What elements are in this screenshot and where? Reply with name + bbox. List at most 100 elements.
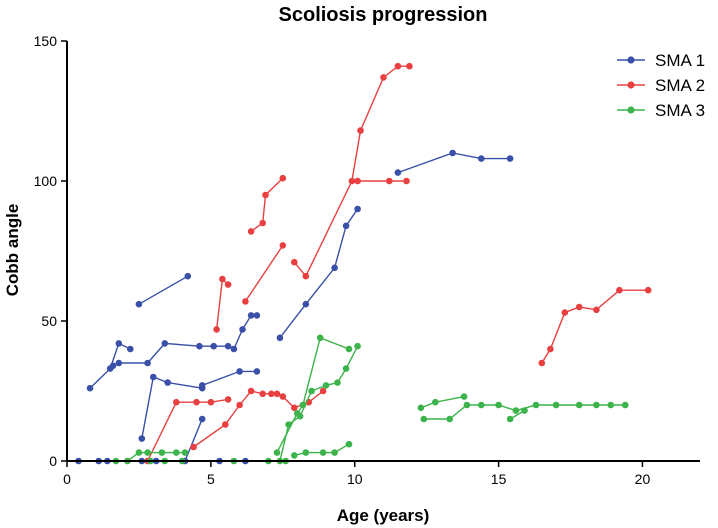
data-point-sma-1 bbox=[253, 368, 261, 375]
data-point-sma-1 bbox=[150, 373, 157, 381]
legend-item-sma-1: SMA 1 bbox=[617, 51, 705, 70]
data-point-sma-2 bbox=[394, 62, 402, 70]
data-point-sma-1 bbox=[86, 384, 94, 392]
data-point-sma-3 bbox=[495, 401, 502, 409]
data-point-sma-3 bbox=[478, 401, 485, 409]
data-point-sma-1 bbox=[161, 340, 169, 347]
x-tick-label: 20 bbox=[635, 471, 651, 487]
data-point-sma-2 bbox=[242, 298, 249, 305]
data-point-sma-2 bbox=[279, 393, 287, 400]
data-point-sma-2 bbox=[268, 390, 275, 398]
data-point-sma-3 bbox=[593, 401, 600, 409]
data-point-sma-1 bbox=[224, 342, 232, 350]
data-point-sma-1 bbox=[449, 149, 456, 157]
data-point-sma-1 bbox=[506, 155, 514, 162]
y-axis: 0 50 100 150 bbox=[34, 33, 68, 469]
data-point-sma-3 bbox=[291, 452, 298, 459]
data-point-sma-2 bbox=[386, 177, 393, 185]
legend: SMA 1 SMA 2 SMA 3 bbox=[617, 51, 705, 120]
plot-area bbox=[75, 62, 652, 465]
legend-label: SMA 3 bbox=[655, 101, 705, 120]
data-point-sma-2 bbox=[406, 62, 413, 70]
series-line-sma-2 bbox=[244, 245, 284, 302]
series-sma-3 bbox=[112, 334, 629, 465]
data-point-sma-2 bbox=[262, 191, 269, 199]
data-point-sma-2 bbox=[547, 345, 554, 353]
data-point-sma-3 bbox=[181, 449, 189, 456]
data-point-sma-3 bbox=[345, 440, 353, 448]
data-point-sma-3 bbox=[135, 449, 143, 456]
data-point-sma-1 bbox=[127, 345, 134, 353]
x-tick-label: 5 bbox=[207, 471, 215, 487]
data-point-sma-2 bbox=[291, 258, 298, 266]
data-point-sma-3 bbox=[607, 401, 615, 409]
legend-label: SMA 2 bbox=[655, 76, 705, 95]
data-point-sma-3 bbox=[432, 398, 439, 406]
series-line-sma-1 bbox=[112, 314, 257, 367]
data-point-sma-3 bbox=[316, 334, 324, 342]
data-point-sma-1 bbox=[276, 334, 284, 342]
data-point-sma-2 bbox=[561, 309, 569, 316]
data-point-sma-3 bbox=[532, 401, 540, 409]
data-point-sma-2 bbox=[538, 359, 546, 367]
data-point-sma-3 bbox=[463, 401, 471, 409]
chart-title: Scoliosis progression bbox=[279, 4, 488, 26]
x-tick-label: 15 bbox=[491, 471, 507, 487]
data-point-sma-3 bbox=[521, 407, 528, 414]
legend-item-sma-2: SMA 2 bbox=[617, 76, 705, 95]
x-tick-label: 10 bbox=[347, 471, 363, 487]
data-point-sma-1 bbox=[115, 359, 123, 367]
data-point-sma-1 bbox=[394, 169, 402, 176]
y-axis-label: Cobb angle bbox=[3, 204, 22, 297]
data-point-sma-1 bbox=[210, 342, 217, 350]
data-point-sma-2 bbox=[273, 390, 281, 398]
legend-item-sma-3: SMA 3 bbox=[617, 101, 705, 120]
data-point-sma-2 bbox=[644, 286, 652, 294]
data-point-sma-2 bbox=[348, 177, 356, 185]
data-point-sma-1 bbox=[184, 272, 192, 280]
series-line-sma-3 bbox=[420, 395, 465, 409]
y-tick-label: 150 bbox=[34, 33, 58, 49]
data-point-sma-3 bbox=[575, 401, 583, 409]
data-point-sma-1 bbox=[144, 359, 151, 367]
data-point-sma-2 bbox=[354, 177, 361, 185]
data-point-sma-3 bbox=[158, 449, 166, 456]
data-point-sma-1 bbox=[253, 312, 261, 319]
data-point-sma-3 bbox=[285, 421, 292, 428]
data-point-sma-3 bbox=[144, 449, 151, 456]
data-point-sma-2 bbox=[224, 396, 232, 403]
data-point-sma-2 bbox=[173, 398, 180, 406]
series-line-sma-2 bbox=[293, 65, 410, 278]
data-point-sma-1 bbox=[230, 345, 238, 353]
y-tick-label: 100 bbox=[34, 173, 58, 189]
data-point-sma-2 bbox=[403, 177, 410, 185]
data-point-sma-3 bbox=[512, 407, 520, 414]
data-point-sma-1 bbox=[196, 342, 203, 350]
data-point-sma-3 bbox=[345, 345, 353, 353]
y-tick-label: 50 bbox=[41, 313, 57, 329]
data-point-sma-1 bbox=[236, 368, 243, 375]
data-point-sma-1 bbox=[478, 155, 485, 162]
legend-marker bbox=[627, 81, 635, 89]
series-sma-2 bbox=[144, 62, 652, 465]
data-point-sma-1 bbox=[138, 435, 146, 442]
data-point-sma-3 bbox=[342, 365, 350, 372]
y-tick-label: 0 bbox=[49, 453, 57, 469]
data-point-sma-2 bbox=[224, 281, 232, 288]
legend-marker bbox=[627, 56, 635, 64]
data-point-sma-2 bbox=[222, 421, 229, 428]
legend-marker bbox=[627, 106, 635, 114]
legend-label: SMA 1 bbox=[655, 51, 705, 70]
data-point-sma-2 bbox=[291, 404, 298, 412]
data-point-sma-1 bbox=[354, 205, 361, 213]
data-point-sma-3 bbox=[273, 449, 281, 456]
data-point-sma-2 bbox=[380, 74, 387, 81]
data-point-sma-1 bbox=[198, 415, 206, 423]
data-point-sma-1 bbox=[239, 326, 246, 333]
data-point-sma-2 bbox=[616, 286, 623, 294]
data-point-sma-3 bbox=[621, 401, 629, 409]
data-point-sma-2 bbox=[357, 127, 364, 134]
x-tick-label: 0 bbox=[63, 471, 71, 487]
data-point-sma-2 bbox=[207, 398, 215, 406]
